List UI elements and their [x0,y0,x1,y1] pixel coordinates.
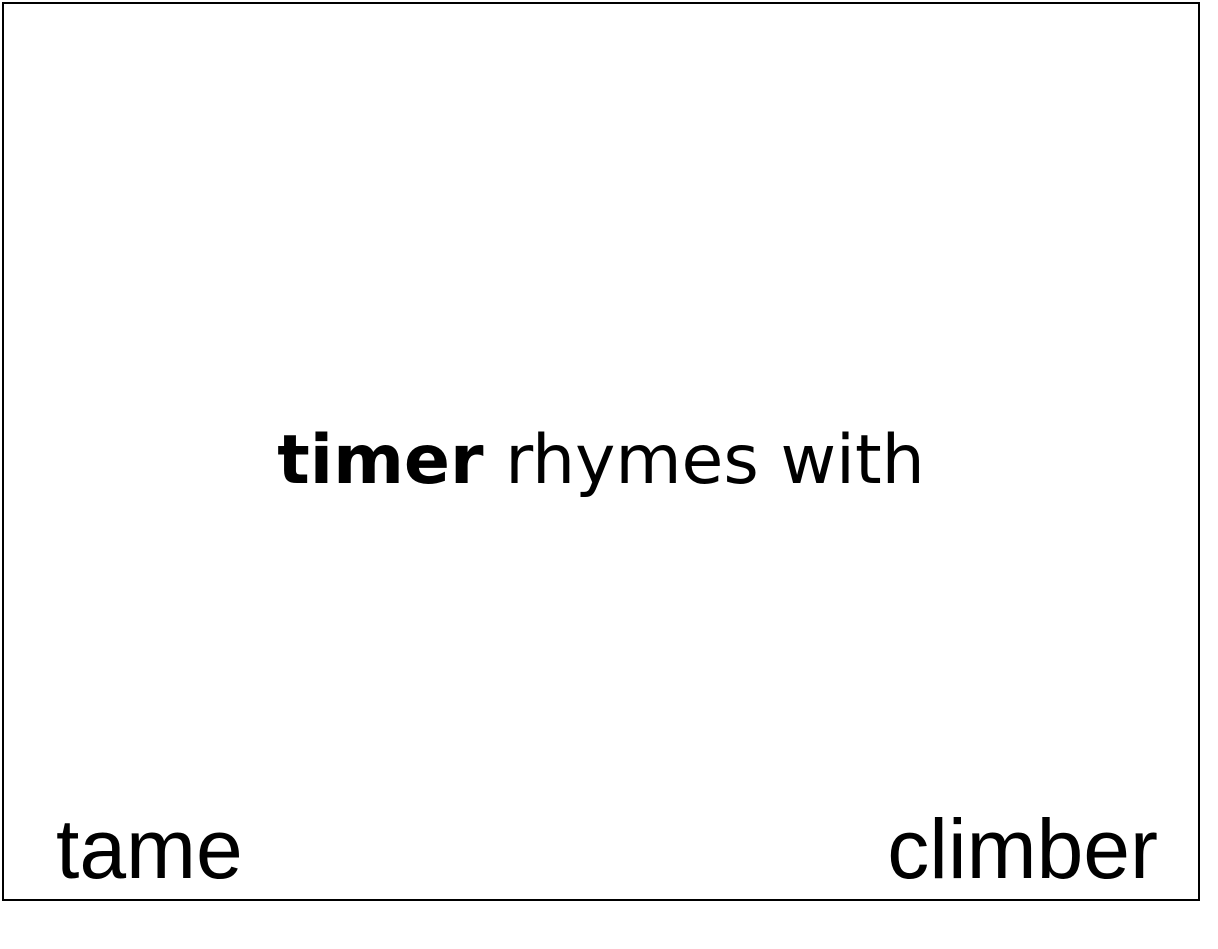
option-left[interactable]: tame [56,802,243,896]
card-frame: timer rhymes with tame climber [2,2,1200,901]
prompt-text: timer rhymes with [4,416,1198,506]
prompt-phrase: rhymes with [505,421,925,500]
target-word: timer [277,421,484,500]
option-right[interactable]: climber [887,802,1158,896]
